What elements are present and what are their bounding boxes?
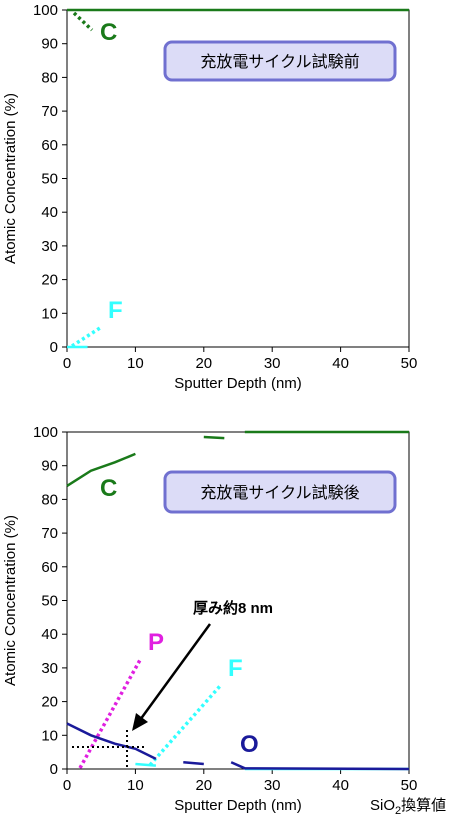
y-tick-label: 60 bbox=[41, 137, 58, 154]
y-tick-label: 80 bbox=[41, 491, 58, 508]
y-tick-label: 30 bbox=[41, 660, 58, 677]
annotation-arrow bbox=[138, 623, 212, 721]
x-tick-label: 40 bbox=[332, 355, 349, 372]
y-axis-title: Atomic Concentration (%) bbox=[2, 93, 19, 264]
y-tick-label: 10 bbox=[41, 727, 58, 744]
y-tick-label: 20 bbox=[41, 694, 58, 711]
x-tick-label: 50 bbox=[401, 777, 418, 794]
y-tick-label: 90 bbox=[41, 458, 58, 475]
x-tick-label: 30 bbox=[264, 777, 281, 794]
y-tick-label: 0 bbox=[50, 339, 58, 356]
unit-note-prefix: SiO bbox=[370, 797, 395, 814]
series-line bbox=[66, 430, 409, 487]
series-label: C bbox=[100, 475, 117, 502]
x-tick-label: 40 bbox=[332, 777, 349, 794]
y-tick-label: 30 bbox=[41, 238, 58, 255]
label-box bbox=[163, 470, 397, 514]
label-leader bbox=[72, 11, 94, 32]
y-axis-title: Atomic Concentration (%) bbox=[2, 515, 19, 686]
y-tick-label: 80 bbox=[41, 69, 58, 86]
label-box-text: 充放電サイクル試験後 bbox=[200, 484, 359, 502]
y-tick-label: 90 bbox=[41, 36, 58, 53]
y-tick-label: 100 bbox=[33, 2, 58, 19]
x-tick-label: 10 bbox=[127, 355, 144, 372]
unit-note-suffix: 換算値 bbox=[401, 796, 446, 814]
series-label: O bbox=[240, 731, 259, 758]
arrow-head bbox=[132, 713, 148, 731]
series-line bbox=[66, 722, 410, 771]
label-leader bbox=[78, 659, 142, 769]
series-label: F bbox=[228, 655, 243, 682]
annotation: 厚み約8 nm bbox=[193, 599, 273, 617]
y-tick-label: 60 bbox=[41, 559, 58, 576]
series-label: C bbox=[100, 19, 117, 46]
label-box bbox=[163, 40, 397, 82]
y-tick-label: 40 bbox=[41, 626, 58, 643]
unit-note: SiO2換算値 bbox=[370, 796, 446, 817]
x-tick-label: 20 bbox=[195, 777, 212, 794]
x-tick-label: 0 bbox=[63, 777, 71, 794]
x-tick-label: 30 bbox=[264, 355, 281, 372]
label-box-text: 充放電サイクル試験前 bbox=[200, 53, 359, 71]
x-tick-label: 50 bbox=[401, 355, 418, 372]
y-tick-label: 20 bbox=[41, 272, 58, 289]
x-tick-label: 10 bbox=[127, 777, 144, 794]
series-label: F bbox=[108, 297, 123, 324]
y-tick-label: 10 bbox=[41, 305, 58, 322]
x-axis-title: Sputter Depth (nm) bbox=[174, 375, 302, 392]
y-tick-label: 40 bbox=[41, 204, 58, 221]
x-tick-label: 0 bbox=[63, 355, 71, 372]
series-label: P bbox=[148, 629, 164, 656]
y-tick-label: 50 bbox=[41, 171, 58, 188]
x-axis-title: Sputter Depth (nm) bbox=[174, 797, 302, 814]
y-tick-label: 70 bbox=[41, 103, 58, 120]
y-tick-label: 0 bbox=[50, 761, 58, 778]
y-tick-label: 70 bbox=[41, 525, 58, 542]
x-tick-label: 20 bbox=[195, 355, 212, 372]
y-tick-label: 50 bbox=[41, 593, 58, 610]
unit-note-sub: 2 bbox=[395, 805, 401, 817]
y-tick-label: 100 bbox=[33, 424, 58, 441]
